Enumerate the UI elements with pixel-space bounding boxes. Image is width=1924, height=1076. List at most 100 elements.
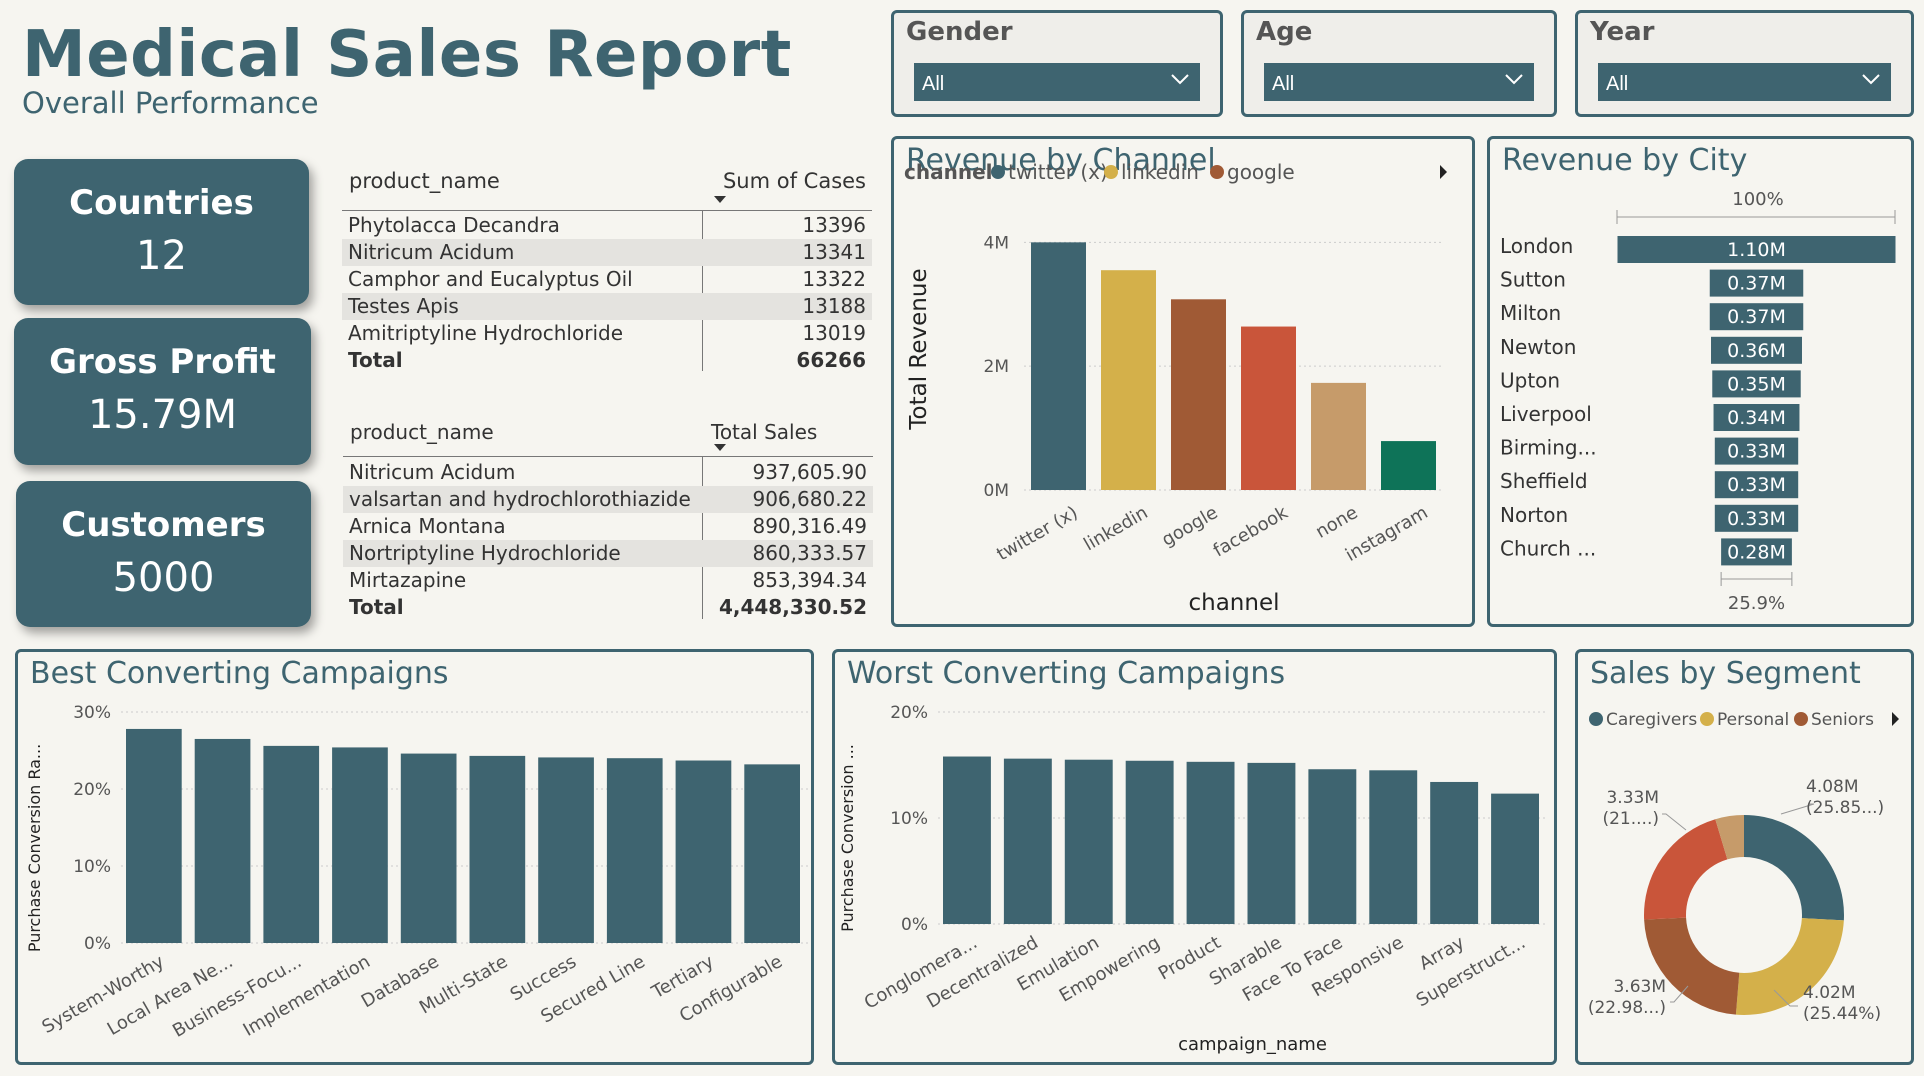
gender-dropdown[interactable]: All: [914, 63, 1200, 101]
cell-value: 13322: [802, 267, 866, 291]
year-dropdown[interactable]: All: [1598, 63, 1891, 101]
cell-value: 13396: [802, 213, 866, 237]
table-total-row: Total 66266: [342, 347, 872, 374]
slice-label: 4.02M: [1803, 983, 1856, 1003]
slice-label: 4.08M: [1806, 777, 1859, 797]
cell-name: Amitriptyline Hydrochloride: [348, 321, 623, 345]
city-bar-label: 0.28M: [1727, 541, 1786, 563]
legend-marker: [1794, 712, 1808, 726]
city-bar: [1721, 538, 1792, 566]
slice-label: 3.63M: [1613, 977, 1666, 997]
kpi-value: 5000: [112, 555, 215, 601]
city-bar-label: 0.34M: [1727, 407, 1786, 429]
chart-title: Worst Converting Campaigns: [847, 656, 1286, 691]
leader-line: [1662, 813, 1687, 831]
cell-value: 860,333.57: [752, 541, 867, 565]
kpi-label: Countries: [69, 183, 254, 223]
table-divider: [702, 211, 703, 371]
leader-line: [1773, 989, 1798, 1007]
donut-slice: [1735, 918, 1844, 1015]
city-bar: [1714, 437, 1799, 465]
y-tick-label: 10%: [890, 809, 928, 829]
best-campaigns-chart: 0% 10% 20% 30% Purchase Conversion Ra...Syst…: [25, 703, 808, 1042]
cell-name: Phytolacca Decandra: [348, 213, 560, 237]
top-axis-label: 100%: [1732, 189, 1783, 210]
year-slicer: Year All: [1575, 10, 1914, 117]
age-dropdown[interactable]: All: [1264, 63, 1534, 101]
kpi-countries: Countries 12: [14, 159, 309, 305]
y-tick-label: 20%: [890, 703, 928, 723]
city-bar: [1617, 236, 1896, 263]
kpi-customers: Customers 5000: [16, 481, 311, 627]
cases-table: product_name Sum of Cases Phytolacca Dec…: [342, 166, 872, 376]
legend-marker: [1700, 712, 1714, 726]
table-header-product: product_name: [350, 420, 494, 444]
y-axis-title: Total Revenue: [906, 268, 932, 430]
x-tick-label: facebook: [1210, 502, 1292, 562]
bar: [469, 755, 526, 943]
y-tick-label: 30%: [73, 703, 111, 723]
city-label: Sheffield: [1500, 469, 1588, 493]
city-label: Birming...: [1500, 436, 1597, 460]
cell-name: Arnica Montana: [349, 514, 506, 538]
worst-campaigns-panel: Worst Converting Campaigns 0% 10% 20% Purch…: [832, 649, 1557, 1065]
sort-desc-icon: [714, 444, 726, 451]
bar: [126, 728, 182, 943]
year-slicer-label: Year: [1590, 17, 1655, 47]
legend-next-arrow-icon: [1440, 165, 1447, 179]
y-tick-label: 0%: [901, 915, 928, 935]
table-header-cases[interactable]: Sum of Cases: [722, 169, 866, 193]
sort-desc-icon: [714, 196, 726, 203]
legend-item: linkedin: [1121, 160, 1199, 184]
cell-value: 13019: [802, 321, 866, 345]
bar: [744, 764, 800, 943]
city-bar: [1712, 370, 1801, 398]
bar: [606, 758, 663, 943]
table-divider: [702, 457, 703, 619]
table-divider: [342, 210, 872, 211]
bar: [1369, 770, 1418, 924]
y-tick-label: 0%: [84, 934, 111, 954]
cell-value: 906,680.22: [752, 487, 867, 511]
year-dropdown-value: All: [1606, 73, 1629, 95]
city-label: Newton: [1500, 335, 1576, 359]
city-label: Liverpool: [1500, 402, 1592, 426]
bar: [1491, 793, 1539, 924]
cell-value: 937,605.90: [752, 460, 867, 484]
y-axis-title: Purchase Conversion ...: [838, 744, 857, 932]
donut-slice: [1644, 819, 1728, 920]
legend-marker: [1104, 165, 1118, 179]
city-bar: [1711, 336, 1802, 364]
legend-next-arrow-icon: [1892, 712, 1899, 726]
slice-sublabel: (22.98...): [1588, 998, 1666, 1018]
bar: [538, 757, 594, 943]
city-bar: [1709, 269, 1804, 297]
bar: [1031, 242, 1086, 490]
city-bar-label: 0.33M: [1727, 508, 1786, 530]
chart-title: Revenue by Channel: [906, 143, 1216, 178]
cell-name: valsartan and hydrochlorothiazide: [349, 487, 691, 511]
chevron-down-icon: [1171, 74, 1189, 85]
x-tick-label: linkedin: [1080, 502, 1151, 555]
slice-sublabel: (25.85...): [1806, 798, 1884, 818]
slice-label: 3.33M: [1606, 788, 1659, 808]
kpi-value: 15.79M: [87, 392, 238, 438]
cell-name: Camphor and Eucalyptus Oil: [348, 267, 633, 291]
y-tick-label: 0M: [984, 481, 1009, 501]
city-bar: [1709, 303, 1804, 331]
leader-line: [1670, 985, 1689, 1003]
table-header-product: product_name: [349, 169, 500, 193]
gender-slicer-label: Gender: [906, 17, 1013, 47]
city-bar-label: 0.37M: [1727, 273, 1786, 295]
cell-name: Nortriptyline Hydrochloride: [349, 541, 621, 565]
table-header-sales[interactable]: Total Sales: [711, 420, 818, 444]
revenue-by-channel-panel: Revenue by Channel channel twitter (x) lin…: [891, 136, 1475, 627]
city-bar: [1713, 404, 1800, 431]
donut-slice: [1715, 815, 1744, 860]
x-axis-title: channel: [1188, 590, 1279, 616]
table-row: Arnica Montana 890,316.49: [343, 513, 873, 540]
cell-value: 13188: [802, 294, 866, 318]
table-row: Amitriptyline Hydrochloride 13019: [342, 320, 872, 347]
table-row: Nortriptyline Hydrochloride 860,333.57: [343, 540, 873, 567]
city-bar: [1714, 471, 1799, 499]
